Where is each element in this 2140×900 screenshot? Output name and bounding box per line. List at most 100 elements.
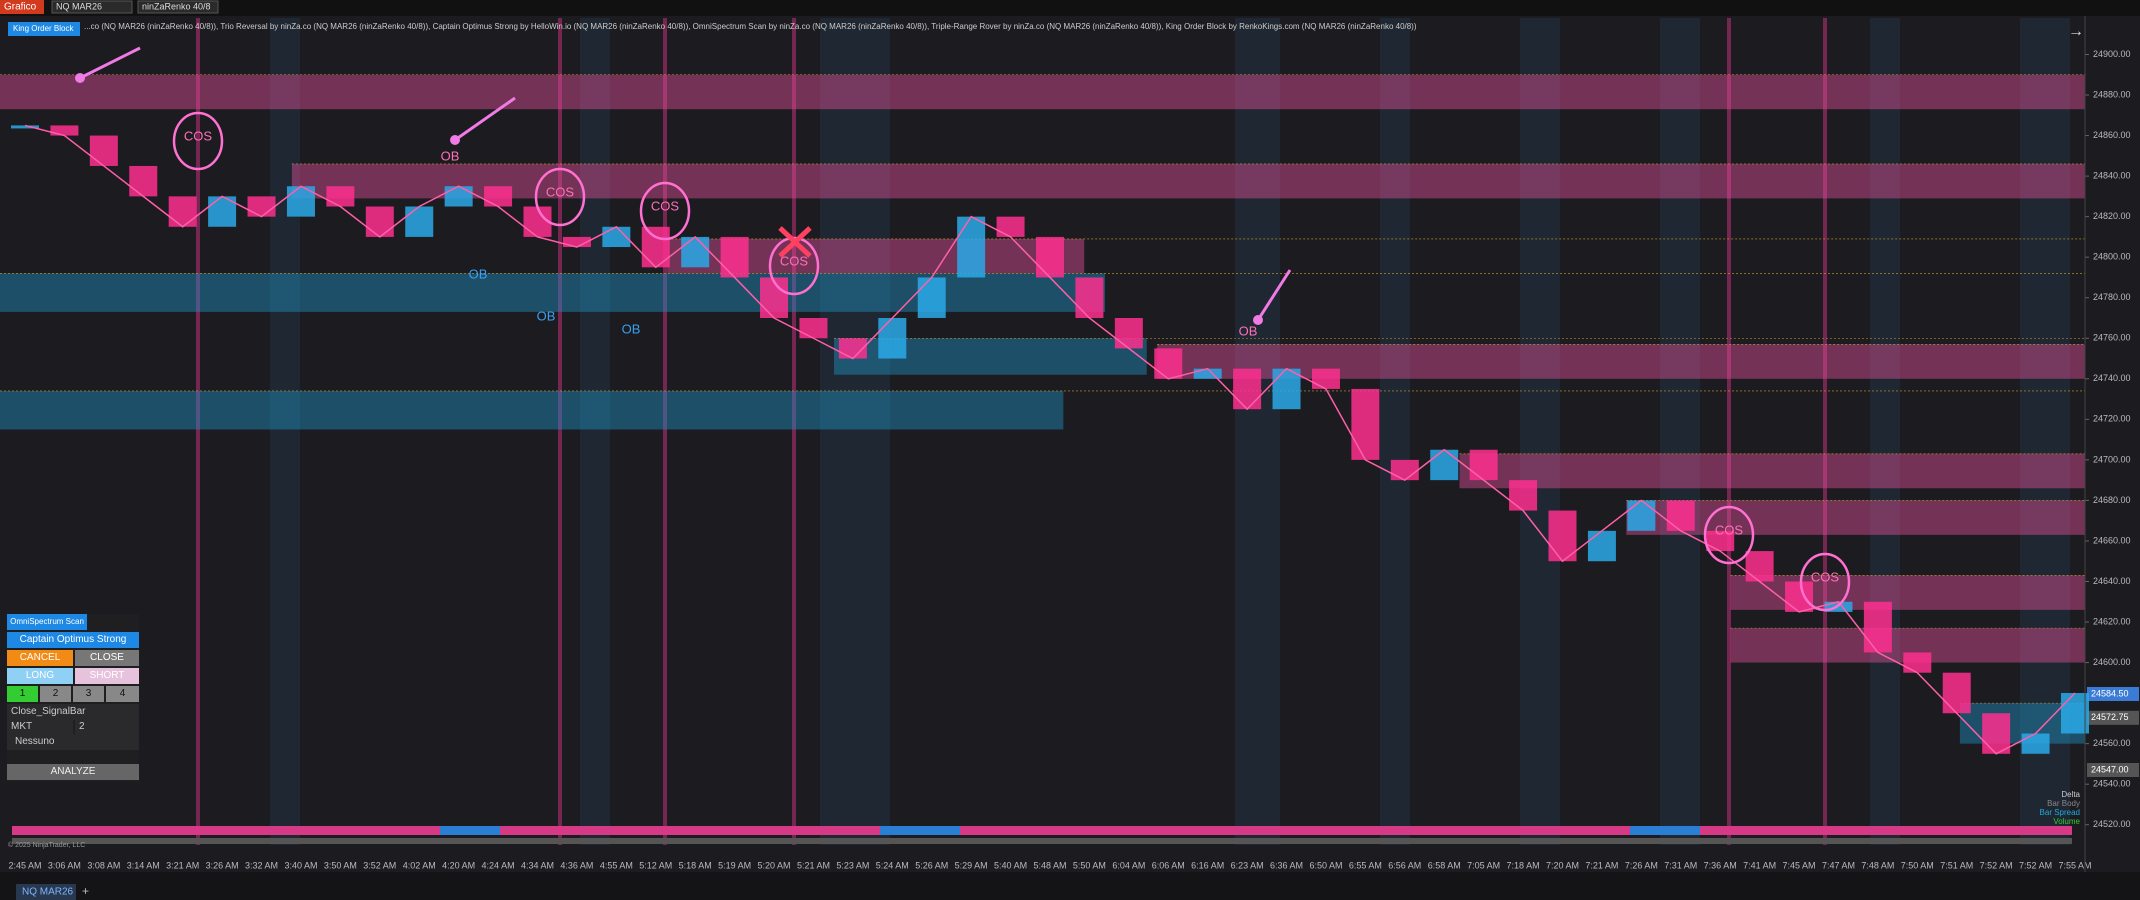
qty[interactable]: 1 <box>7 686 38 702</box>
brick <box>405 206 434 237</box>
tab-bar <box>0 872 2140 900</box>
signal-line <box>663 18 667 845</box>
y-tick-label: 24900.00 <box>2093 49 2131 59</box>
brick <box>1824 601 1853 612</box>
x-tick-label: 6:58 AM <box>1428 860 1461 870</box>
annotation: COS <box>546 184 575 199</box>
short[interactable]: SHORT <box>75 668 139 684</box>
x-tick-label: 3:14 AM <box>127 860 160 870</box>
order-qty[interactable]: 2 <box>75 719 139 735</box>
tab-label[interactable]: NQ MAR26 <box>22 887 74 898</box>
cancel[interactable]: CANCEL <box>7 650 73 666</box>
button-label[interactable]: King Order Block <box>13 24 74 33</box>
qty[interactable]: 3 <box>73 686 104 702</box>
x-tick-label: 5:12 AM <box>639 860 672 870</box>
zone <box>291 163 2085 199</box>
app-badge[interactable] <box>0 0 44 14</box>
account[interactable]: Nessuno <box>7 734 139 750</box>
exit-mode[interactable]: Close_SignalBar <box>7 704 139 720</box>
strategy[interactable]: Captain Optimus Strong <box>7 632 139 648</box>
cos-circle <box>534 167 586 227</box>
x-tick-label: 3:40 AM <box>284 860 317 870</box>
x-tick-label: 3:08 AM <box>87 860 120 870</box>
brick <box>1390 459 1419 481</box>
signal-line <box>1823 18 1827 845</box>
price-label: 24547.00 <box>2091 764 2129 774</box>
order-type[interactable]: MKT <box>7 719 73 735</box>
long[interactable]: LONG <box>7 668 73 684</box>
brick <box>838 338 867 359</box>
instrument[interactable]: NQ MAR26 <box>56 1 102 11</box>
brick <box>2061 692 2089 734</box>
analyze[interactable]: ANALYZE <box>7 764 139 780</box>
cos-circle <box>172 111 224 171</box>
brick <box>365 206 394 237</box>
brick <box>641 226 670 268</box>
brick <box>1075 277 1104 318</box>
session-shade <box>1380 18 1410 845</box>
y-tick-label: 24740.00 <box>2093 373 2131 383</box>
copyright: © 2025 NinjaTrader, LLC <box>8 841 85 849</box>
x-tick-label: 6:16 AM <box>1191 860 1224 870</box>
x-tick-label: 5:18 AM <box>679 860 712 870</box>
price-label: 24584.50 <box>2091 688 2129 698</box>
zone <box>1459 453 2085 489</box>
x-tick-label: 7:18 AM <box>1507 860 1540 870</box>
brick <box>484 186 513 207</box>
x-tick-label: 4:02 AM <box>403 860 436 870</box>
price-marker <box>2087 686 2139 701</box>
legend-entry: Bar Spread <box>2040 808 2080 817</box>
brick <box>444 186 473 207</box>
y-tick-label: 24560.00 <box>2093 738 2131 748</box>
toolbar <box>0 0 2140 16</box>
x-tick-label: 7:47 AM <box>1822 860 1855 870</box>
x-tick-label: 5:20 AM <box>758 860 791 870</box>
brick <box>2021 733 2050 754</box>
app-name[interactable]: Grafico <box>4 2 37 13</box>
instrument-box[interactable] <box>51 0 133 14</box>
qty[interactable]: 2 <box>40 686 71 702</box>
zone <box>0 390 1064 430</box>
qty[interactable]: 4 <box>106 686 139 702</box>
signal-line <box>1727 18 1731 845</box>
x-tick-label: 7:21 AM <box>1585 860 1618 870</box>
x-tick-label: 5:23 AM <box>836 860 869 870</box>
x-tick-label: 4:20 AM <box>442 860 475 870</box>
panel-title[interactable]: OmniSpectrum Scan <box>7 614 87 630</box>
x-tick-label: 5:50 AM <box>1073 860 1106 870</box>
brick <box>89 135 118 166</box>
brick <box>1627 500 1656 531</box>
legend-entry: Delta <box>2061 790 2080 799</box>
brick <box>1114 317 1143 349</box>
bar-type[interactable]: ninZaRenko 40/8 <box>142 1 211 11</box>
legend-entry: Bar Body <box>2047 799 2080 808</box>
brick <box>996 216 1025 237</box>
x-tick-label: 6:55 AM <box>1349 860 1382 870</box>
x-tick-label: 7:31 AM <box>1664 860 1697 870</box>
brick <box>326 186 355 207</box>
brick <box>1745 551 1774 582</box>
x-tick-label: 3:32 AM <box>245 860 278 870</box>
x-tick-label: 5:26 AM <box>915 860 948 870</box>
arrow <box>1256 269 1292 321</box>
x-tick-label: 3:26 AM <box>206 860 239 870</box>
scroll-arrow[interactable]: → <box>2068 23 2084 40</box>
add-tab[interactable]: + <box>82 884 89 898</box>
brick <box>1193 368 1222 379</box>
x-tick-label: 7:36 AM <box>1704 860 1737 870</box>
king-order-block-button[interactable] <box>8 22 80 36</box>
x-tick-label: 7:05 AM <box>1467 860 1500 870</box>
order-panel: OmniSpectrum Scan Captain Optimus Strong… <box>7 614 139 782</box>
tab[interactable] <box>16 884 76 900</box>
cos-circle <box>1799 552 1851 612</box>
x-tick-label: 3:21 AM <box>166 860 199 870</box>
close[interactable]: CLOSE <box>75 650 139 666</box>
x-tick-label: 4:34 AM <box>521 860 554 870</box>
x-tick-label: 6:04 AM <box>1112 860 1145 870</box>
bar-type-box[interactable] <box>137 0 219 14</box>
y-tick-label: 24800.00 <box>2093 252 2131 262</box>
y-tick-label: 24840.00 <box>2093 170 2131 180</box>
annotation: COS <box>780 253 809 268</box>
